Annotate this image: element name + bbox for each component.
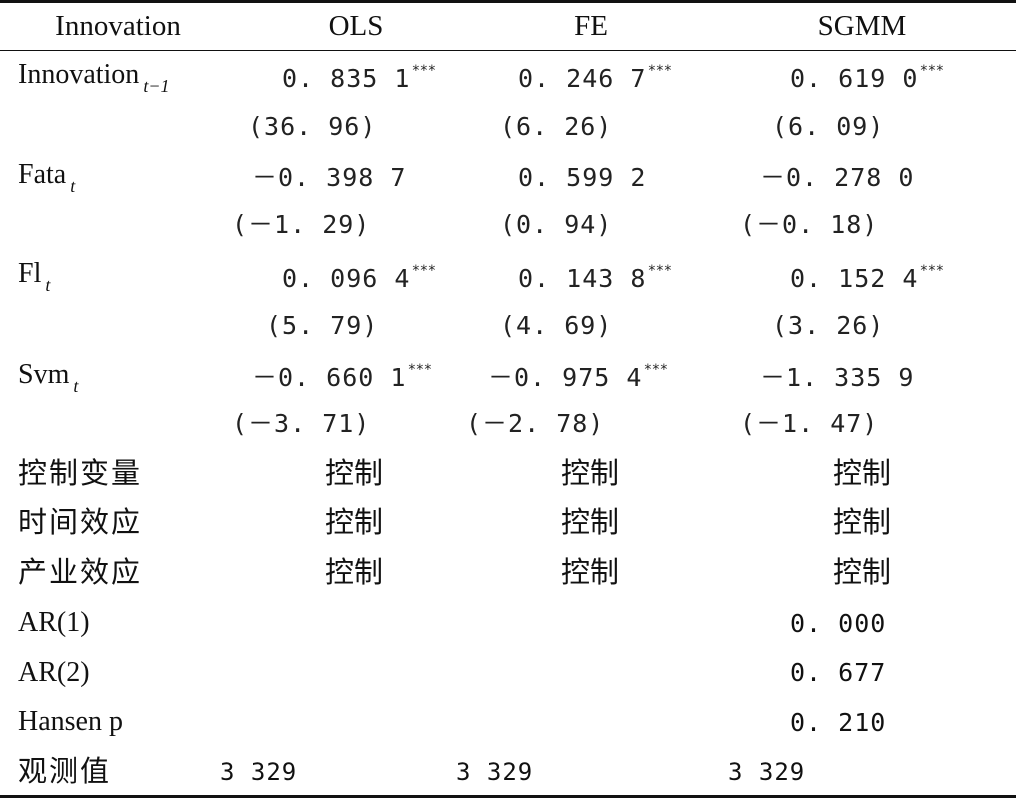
coef-fe: 0. 246 7 ***: [518, 63, 673, 93]
control-ols: 控制: [324, 456, 384, 490]
row-label-industry-effect: 产业效应: [18, 555, 143, 589]
header-rule: [0, 50, 1016, 51]
row-label-hansen-p: Hansen p: [18, 706, 123, 737]
control-ols: 控制: [324, 505, 384, 539]
row-label-ar2: AR(2): [18, 657, 90, 688]
top-rule: [0, 0, 1016, 3]
control-fe: 控制: [560, 505, 620, 539]
coef-fe: －0. 975 4 ***: [488, 362, 669, 392]
row-label-svm: Svm t: [18, 359, 79, 396]
ar2-value: 0. 677: [790, 658, 887, 687]
tstat-sgmm: (－1. 47): [740, 409, 879, 438]
header-dependent-variable: Innovation: [55, 10, 181, 42]
tstat-fe: (0. 94): [500, 210, 613, 239]
tstat-fe: (4. 69): [500, 311, 613, 340]
tstat-ols: (36. 96): [248, 112, 377, 141]
control-fe: 控制: [560, 555, 620, 589]
tstat-fe: (6. 26): [500, 112, 613, 141]
row-label-time-effect: 时间效应: [18, 505, 143, 539]
coef-ols: 0. 835 1 ***: [282, 63, 437, 93]
header-sgmm: SGMM: [817, 10, 907, 42]
coef-sgmm: 0. 619 0 ***: [790, 63, 945, 93]
tstat-sgmm: (6. 09): [772, 112, 885, 141]
control-sgmm: 控制: [832, 555, 892, 589]
control-ols: 控制: [324, 555, 384, 589]
observations-ols: 3 329: [220, 758, 298, 786]
tstat-ols: (－3. 71): [232, 409, 371, 438]
coef-fe: 0. 143 8 ***: [518, 263, 673, 293]
coef-fe: 0. 599 2: [518, 163, 647, 192]
row-label-ar1: AR(1): [18, 607, 90, 638]
row-label-control-variables: 控制变量: [18, 456, 143, 490]
row-label-fl: Fl t: [18, 258, 51, 295]
row-label-fata: Fata t: [18, 159, 76, 196]
coef-sgmm: －0. 278 0: [760, 163, 915, 192]
coef-ols: －0. 398 7: [252, 163, 407, 192]
control-sgmm: 控制: [832, 505, 892, 539]
row-label-innovation-lag: Innovation t−1: [18, 59, 170, 96]
tstat-ols: (5. 79): [266, 311, 379, 340]
control-fe: 控制: [560, 456, 620, 490]
ar1-value: 0. 000: [790, 609, 887, 638]
tstat-fe: (－2. 78): [466, 409, 605, 438]
observations-sgmm: 3 329: [728, 758, 806, 786]
tstat-ols: (－1. 29): [232, 210, 371, 239]
hansen-p-value: 0. 210: [790, 708, 887, 737]
coef-ols: 0. 096 4 ***: [282, 263, 437, 293]
coef-sgmm: －1. 335 9: [760, 363, 915, 392]
tstat-sgmm: (－0. 18): [740, 210, 879, 239]
coef-ols: －0. 660 1 ***: [252, 362, 433, 392]
header-fe: FE: [574, 10, 608, 42]
header-ols: OLS: [328, 10, 384, 42]
coef-sgmm: 0. 152 4 ***: [790, 263, 945, 293]
control-sgmm: 控制: [832, 456, 892, 490]
observations-fe: 3 329: [456, 758, 534, 786]
tstat-sgmm: (3. 26): [772, 311, 885, 340]
row-label-observations: 观测值: [18, 754, 112, 788]
bottom-rule: [0, 795, 1016, 798]
